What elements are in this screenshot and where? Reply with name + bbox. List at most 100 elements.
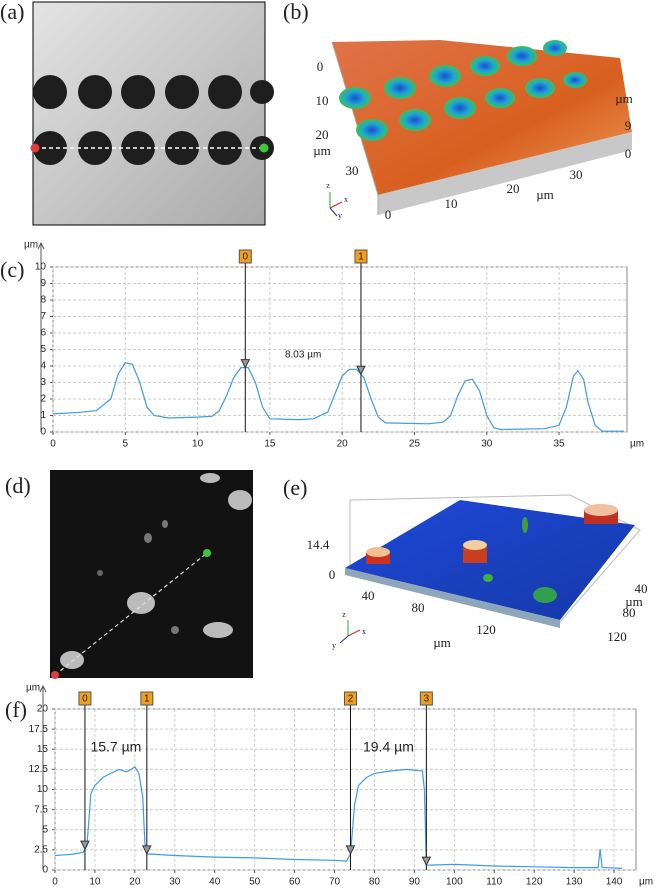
x-tick-label: 50: [249, 877, 261, 888]
axis-3d-label: 80: [412, 600, 425, 615]
panel-a-image: [30, 1, 274, 226]
cursor-tag: [343, 691, 357, 706]
axis-3d-label: 0: [625, 146, 632, 161]
y-tick-label: 17.5: [29, 724, 49, 735]
x-tick-label: 40: [209, 877, 221, 888]
axis-3d-label: µm: [313, 143, 331, 158]
cursor-label: 3: [424, 694, 430, 705]
cursor-marker: [80, 840, 90, 851]
axis-3d-label: 120: [607, 629, 627, 644]
x-tick-label: 20: [337, 439, 349, 450]
y-tick-label: 5: [40, 344, 46, 355]
annotation: 8.03 µm: [285, 350, 321, 361]
x-tick-label: 30: [481, 439, 493, 450]
axis-triad-label: y: [332, 641, 336, 650]
x-unit-label: µm: [630, 439, 644, 450]
x-tick-label: 140: [606, 877, 623, 888]
y-tick-label: 0: [40, 427, 46, 438]
y-unit-label: µm: [24, 240, 38, 251]
x-tick-label: 130: [566, 877, 583, 888]
panel-b-surface: [329, 40, 632, 217]
y-tick-label: 3: [40, 377, 46, 388]
y-tick-label: 12.5: [29, 764, 49, 775]
annotation: 15.7 µm: [90, 739, 141, 755]
profile-line: [54, 766, 623, 869]
y-tick-label: 4: [40, 361, 46, 372]
x-tick-label: 90: [409, 877, 421, 888]
cursor-label: 0: [243, 252, 249, 263]
panel-label: (b): [283, 0, 309, 24]
annotation: 19.4 µm: [363, 739, 414, 755]
cursor-label: 0: [82, 694, 88, 705]
axis-3d-label: 40: [362, 588, 375, 603]
axis-3d-label: 0: [385, 207, 392, 222]
cursor-label: 1: [358, 252, 364, 263]
axis-3d-label: µm: [615, 91, 633, 106]
y-tick-label: 6: [40, 328, 46, 339]
cursor-marker: [345, 845, 356, 856]
axis-3d-label: 20: [316, 127, 329, 142]
y-tick-label: 0: [42, 865, 48, 876]
panel-label: (a): [0, 0, 24, 24]
axis-3d-label: 20: [507, 181, 520, 196]
axis-3d-label: 30: [570, 167, 583, 182]
cursor-marker: [240, 359, 251, 369]
x-tick-label: 100: [446, 877, 463, 888]
x-tick-label: 110: [486, 877, 502, 888]
x-tick-label: 10: [89, 877, 101, 888]
axis-3d-label: µm: [536, 187, 554, 202]
axis-3d-label: 30: [346, 163, 359, 178]
y-tick-label: 9: [40, 278, 46, 289]
cursor-tag: [140, 691, 154, 706]
cursor-tag: [78, 691, 92, 706]
panel-d-image: [50, 470, 253, 679]
panel-label: (d): [5, 473, 31, 498]
y-tick-label: 8: [40, 295, 46, 306]
cursor-marker: [356, 365, 366, 376]
axis-triad-label: x: [362, 627, 366, 636]
panel-label: (f): [5, 697, 27, 722]
x-tick-label: 70: [329, 877, 341, 888]
axis-3d-label: 14.4: [307, 537, 330, 552]
panel-e-surface: [339, 494, 641, 644]
axis-3d-label: 10: [445, 196, 458, 211]
axis-3d-label: 40: [635, 581, 648, 596]
x-tick-label: 5: [123, 439, 129, 450]
y-tick-label: 7.5: [34, 804, 48, 815]
y-tick-label: 5: [42, 824, 48, 835]
cursor-label: 1: [144, 694, 150, 705]
y-tick-label: 1: [40, 410, 46, 421]
panel-label: (c): [0, 257, 24, 282]
cursor-tag: [419, 691, 433, 706]
panel-label: (e): [283, 475, 307, 500]
axis-triad-label: z: [326, 181, 330, 190]
axis-3d-label: 0: [329, 567, 336, 582]
x-tick-label: 10: [192, 439, 204, 450]
axis-3d-label: 10: [316, 93, 329, 108]
axis-3d-label: 80: [623, 605, 636, 620]
y-tick-label: 7: [40, 311, 46, 322]
axis-3d-label: 0: [317, 59, 324, 74]
x-unit-label: µm: [639, 877, 653, 888]
axis-triad-label: x: [344, 195, 348, 204]
x-tick-label: 120: [526, 877, 543, 888]
cursor-marker: [421, 856, 432, 867]
x-tick-label: 60: [289, 877, 301, 888]
y-unit-label: µm: [26, 683, 40, 694]
cursor-tag: [238, 249, 252, 264]
y-tick-label: 2.5: [34, 845, 48, 856]
x-tick-label: 25: [409, 439, 421, 450]
axis-arrow: [39, 684, 47, 693]
x-tick-label: 30: [169, 877, 181, 888]
cursor-tag: [354, 249, 368, 264]
axis-3d-label: µm: [433, 635, 451, 650]
x-tick-label: 80: [369, 877, 381, 888]
axis-arrow: [37, 241, 45, 250]
profile-line: [52, 362, 625, 432]
y-tick-label: 2: [40, 394, 46, 405]
x-tick-label: 0: [50, 439, 56, 450]
axis-3d-label: µm: [625, 594, 643, 609]
x-tick-label: 15: [264, 439, 276, 450]
axis-triad-label: y: [338, 211, 342, 220]
